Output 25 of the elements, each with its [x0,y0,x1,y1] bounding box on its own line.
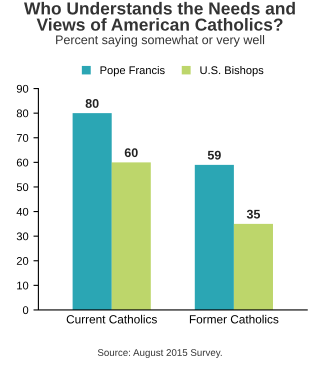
y-tick-label: 40 [16,208,28,216]
y-tick-label: 30 [16,232,28,240]
chart-title: Who Understands the Needs and Views of American Catholics? [24,2,295,31]
source-note: Source: August 2015 Survey. [98,349,222,358]
chart-subtitle: Percent saying somewhat or very well [56,35,264,47]
legend-label: U.S. Bishops [200,66,264,76]
bar [72,113,112,310]
data-label: 80 [86,99,99,108]
x-tick-label: Former Catholics [190,314,278,324]
bar [194,164,234,310]
y-tick-label: 10 [17,282,28,290]
y-tick-label: 0 [22,306,28,314]
y-tick-label: 60 [16,158,28,166]
data-label: 35 [246,210,260,219]
y-tick-label: 70 [16,134,28,142]
x-tick-label: Current Catholics [66,314,157,324]
y-tick-label: 20 [16,257,28,265]
y-tick-label: 50 [16,183,28,192]
bar [112,162,151,310]
y-tick-label: 90 [16,84,28,93]
data-label: 60 [124,148,138,158]
data-label: 59 [208,150,221,160]
bar [234,224,273,310]
y-tick-label: 80 [16,109,28,118]
legend-label: Pope Francis [100,66,165,76]
